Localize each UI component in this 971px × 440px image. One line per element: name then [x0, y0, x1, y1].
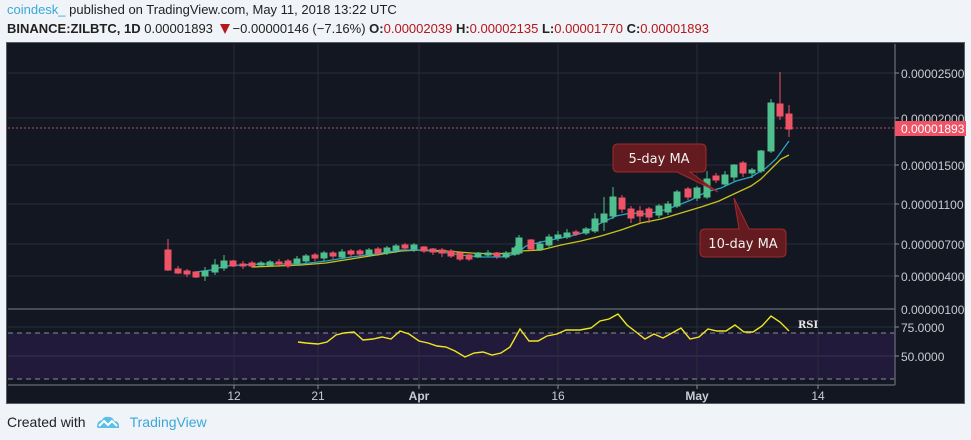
current-price-badge [895, 121, 966, 136]
footer: Created with TradingView [7, 414, 207, 430]
price-tick-4: 0.00000700 [901, 238, 965, 252]
candles [164, 72, 793, 281]
ma10-line [251, 154, 790, 268]
price-tick-5: 0.00000400 [901, 270, 965, 284]
rsi-tick-0: 75.0000 [901, 321, 945, 335]
tradingview-link[interactable]: TradingView [129, 414, 207, 430]
open-value: 0.00002039 [383, 21, 453, 36]
symbol-info-line: BINANCE:ZILBTC, 1D 0.00001893 −0.0000014… [7, 21, 709, 36]
rsi-band-lines [8, 332, 895, 380]
rsi-label: RSI [798, 320, 819, 331]
high-value: 0.00002135 [469, 21, 539, 36]
low-label: L: [541, 21, 555, 36]
low-value: 0.00001770 [554, 21, 623, 36]
price-tick-6: 0.00000100 [901, 303, 965, 317]
time-tick-3: 16 [551, 389, 565, 403]
price-tick-2: 0.00001500 [901, 159, 965, 173]
price-axis[interactable]: 0.00002500 0.00002000 0.00001500 0.00001… [895, 67, 966, 364]
chart-frame[interactable]: 5-day MA 10-day MA RSI 0.00002500 0.0000… [6, 42, 966, 405]
close-value: 0.00001893 [640, 21, 709, 36]
published-text: published on TradingView.com, May 11, 20… [69, 2, 397, 17]
grid-horizontal [8, 72, 895, 357]
ma10-callout[interactable]: 10-day MA [699, 197, 787, 258]
created-with-text: Created with [7, 414, 86, 430]
high-label: H: [455, 21, 470, 36]
time-tick-4: May [685, 389, 709, 403]
publisher-line: coindesk_ published on TradingView.com, … [7, 2, 397, 17]
ma10-label: 10-day MA [708, 237, 777, 252]
time-tick-2: Apr [409, 389, 430, 403]
close-label: C: [626, 21, 641, 36]
publisher-link[interactable]: coindesk_ [7, 2, 66, 17]
rsi-line [297, 313, 790, 358]
last-price: 0.00001893 [144, 21, 213, 36]
down-triangle-icon [219, 24, 230, 34]
time-axis[interactable]: 12 21 Apr 16 May 14 [227, 385, 825, 403]
ma5-callout[interactable]: 5-day MA [612, 143, 719, 193]
symbol-label: BINANCE:ZILBTC, 1D [7, 21, 141, 36]
rsi-tick-1: 50.0000 [901, 350, 945, 364]
tradingview-logo-icon[interactable] [96, 415, 120, 429]
open-label: O: [369, 21, 384, 36]
price-chart[interactable]: 5-day MA 10-day MA RSI 0.00002500 0.0000… [7, 43, 966, 405]
time-tick-0: 12 [227, 389, 241, 403]
time-tick-1: 21 [311, 389, 325, 403]
price-tick-0: 0.00002500 [901, 67, 965, 81]
price-change: −0.00000146 (−7.16%) [232, 21, 366, 36]
price-tick-3: 0.00001100 [901, 198, 964, 212]
current-price-label: 0.00001893 [901, 122, 965, 136]
grid-vertical [233, 44, 819, 385]
ma5-label: 5-day MA [628, 152, 689, 167]
time-tick-5: 14 [811, 389, 825, 403]
